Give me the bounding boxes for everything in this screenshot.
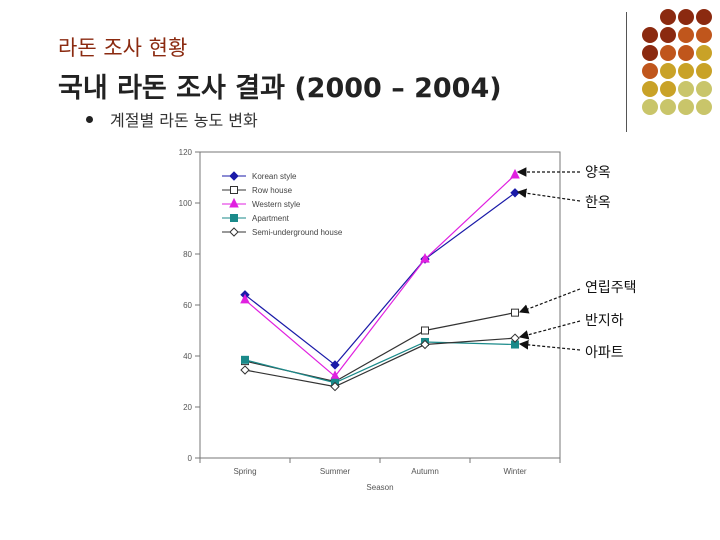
series-line xyxy=(244,341,516,384)
decor-dot xyxy=(696,45,712,61)
data-point-marker xyxy=(241,355,249,364)
decor-dot xyxy=(696,99,712,115)
legend-label: Western style xyxy=(252,200,301,209)
decor-dot xyxy=(642,45,658,61)
decor-dot xyxy=(642,63,658,79)
decor-dot xyxy=(696,63,712,79)
callout-apartment: 아파트 xyxy=(585,345,624,361)
y-tick-label: 100 xyxy=(179,199,193,208)
decor-dot xyxy=(660,99,676,115)
decor-dot xyxy=(696,27,712,43)
x-tick-label: Autumn xyxy=(411,467,439,476)
x-tick-label: Summer xyxy=(320,467,351,476)
callout-arrow xyxy=(518,320,581,340)
decor-dot xyxy=(660,63,676,79)
callout-korean-style: 한옥 xyxy=(585,195,611,211)
data-point-marker xyxy=(420,252,430,263)
decor-dot xyxy=(678,81,694,97)
data-point-marker xyxy=(230,214,238,222)
decor-dot xyxy=(678,63,694,79)
decor-dot xyxy=(678,99,694,115)
callout-arrow xyxy=(518,288,581,314)
data-point-marker xyxy=(229,227,239,237)
y-tick-label: 20 xyxy=(183,403,192,412)
data-point-marker xyxy=(330,360,340,370)
series-line xyxy=(244,337,516,388)
y-tick-label: 40 xyxy=(183,352,192,361)
decor-dot xyxy=(660,81,676,97)
legend-label: Korean style xyxy=(252,172,297,181)
slide-subtitle: 라돈 조사 현황 xyxy=(58,36,188,60)
data-point-marker xyxy=(230,186,238,194)
data-point-marker xyxy=(510,333,520,343)
callout-arrow xyxy=(518,340,581,351)
decor-dot xyxy=(642,99,658,115)
decorative-dot-grid xyxy=(642,9,712,115)
data-point-marker xyxy=(229,171,239,181)
data-point-marker xyxy=(511,308,519,317)
callout-western-style: 양옥 xyxy=(585,165,611,181)
decor-dot xyxy=(678,9,694,25)
data-point-marker xyxy=(240,293,250,304)
decor-dot xyxy=(696,9,712,25)
y-tick-label: 80 xyxy=(183,250,192,259)
data-point-marker xyxy=(420,339,430,350)
y-tick-label: 0 xyxy=(188,454,193,463)
bullet-text: 계절별 라돈 농도 변화 xyxy=(110,111,258,130)
series-line xyxy=(244,174,516,378)
legend-label: Semi-underground house xyxy=(252,228,343,237)
x-axis-label: Season xyxy=(366,483,393,492)
data-point-marker xyxy=(330,381,340,392)
data-point-marker xyxy=(421,326,429,335)
decor-dot xyxy=(642,27,658,43)
decor-dot xyxy=(660,45,676,61)
callout-arrow xyxy=(516,188,581,202)
data-point-marker xyxy=(240,365,250,375)
callout-semi-underground: 반지하 xyxy=(585,313,624,329)
legend-label: Row house xyxy=(252,186,293,195)
decor-dot xyxy=(642,81,658,97)
data-point-marker xyxy=(229,197,239,208)
bullet-point-icon xyxy=(86,116,93,123)
slide-title: 국내 라돈 조사 결과 (2000 – 2004) xyxy=(58,73,502,104)
decor-dot xyxy=(696,81,712,97)
decor-dot xyxy=(678,27,694,43)
x-tick-label: Spring xyxy=(233,467,256,476)
callout-row-house: 연립주택 xyxy=(585,280,637,296)
decor-dot xyxy=(678,45,694,61)
decorative-divider xyxy=(626,12,627,132)
y-tick-label: 60 xyxy=(183,301,192,310)
y-tick-label: 120 xyxy=(179,148,193,157)
decor-dot xyxy=(660,27,676,43)
x-tick-label: Winter xyxy=(503,467,526,476)
decor-dot xyxy=(660,9,676,25)
series-line xyxy=(244,192,516,366)
legend-label: Apartment xyxy=(252,214,290,223)
